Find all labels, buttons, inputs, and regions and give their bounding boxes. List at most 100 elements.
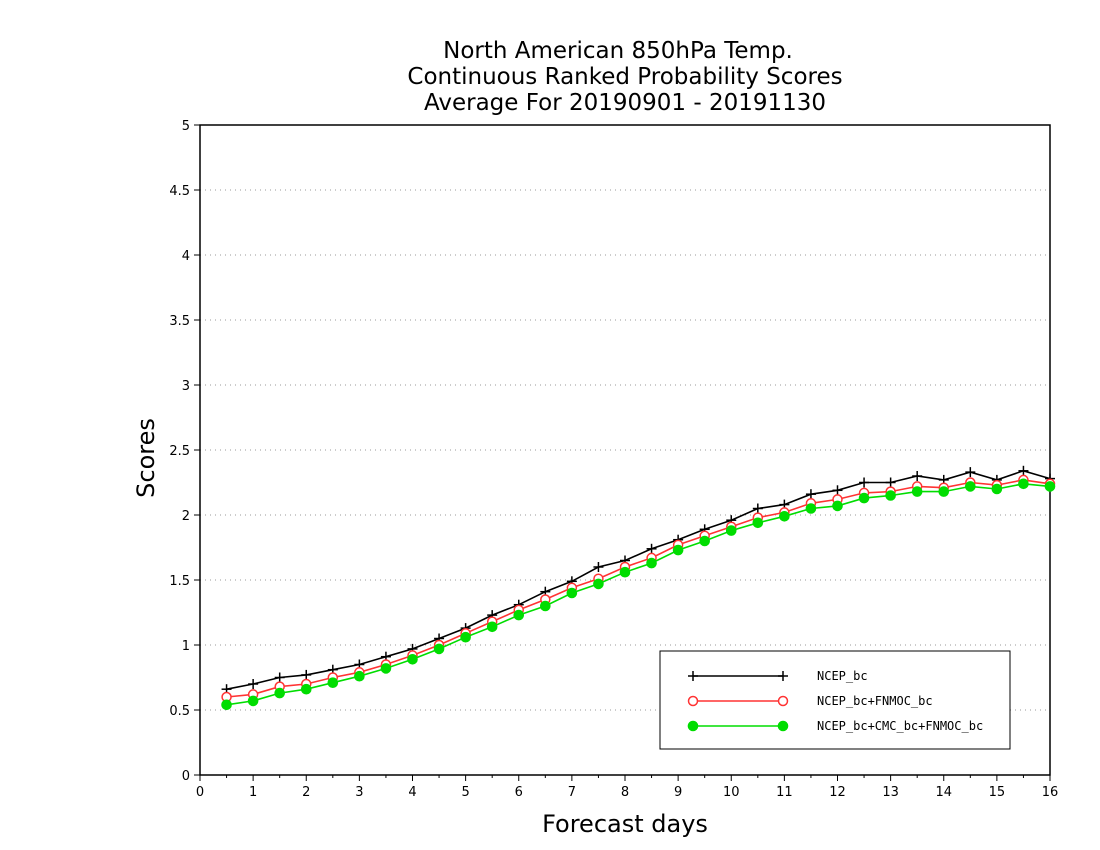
x-tick-label: 5 (461, 785, 469, 800)
x-tick-label: 0 (196, 785, 204, 800)
data-point (460, 631, 471, 643)
y-tick-label: 2 (182, 509, 190, 524)
chart-title-line-2: Continuous Ranked Probability Scores (407, 64, 842, 90)
y-tick-label: 3 (182, 379, 190, 394)
series-1 (221, 465, 1055, 695)
data-point (832, 485, 843, 496)
data-point (486, 621, 498, 633)
y-tick-label: 0 (182, 769, 190, 784)
y-tick-label: 2.5 (169, 444, 190, 459)
series-3 (221, 478, 1056, 711)
data-point (725, 525, 737, 536)
data-point (540, 600, 551, 612)
x-tick-label: 8 (621, 785, 629, 800)
data-point (248, 679, 259, 689)
data-point (274, 672, 285, 683)
x-axis-label: Forecast days (542, 810, 708, 838)
y-tick-label: 1.5 (169, 574, 190, 589)
data-point (1018, 478, 1029, 490)
data-point (805, 503, 817, 514)
data-point (911, 486, 923, 497)
data-point (593, 562, 604, 572)
x-tick-label: 13 (882, 785, 899, 800)
data-point (274, 687, 285, 699)
y-tick-label: 4.5 (169, 184, 190, 199)
data-point (380, 663, 392, 674)
legend-entry-2: NCEP_bc+FNMOC_bc (687, 694, 933, 708)
x-tick-label: 9 (674, 785, 682, 800)
data-point (885, 490, 896, 501)
data-point (566, 587, 578, 599)
data-point (301, 669, 312, 680)
data-point (646, 557, 657, 569)
x-tick-label: 6 (515, 785, 523, 800)
data-point (699, 535, 710, 547)
data-point (885, 477, 896, 488)
y-tick-label: 3.5 (169, 314, 190, 329)
series-layer (221, 465, 1056, 711)
data-point (991, 483, 1003, 495)
x-tick-label: 2 (302, 785, 310, 800)
series-line (226, 469, 1051, 690)
legend-label: NCEP_bc (817, 669, 868, 683)
x-tick-label: 16 (1042, 785, 1059, 800)
legend-entry-3: NCEP_bc+CMC_bc+FNMOC_bc (687, 719, 983, 733)
data-point (354, 670, 365, 682)
legend-marker (688, 671, 698, 681)
data-point (752, 503, 763, 514)
data-point (433, 643, 445, 655)
data-point (779, 511, 790, 522)
x-tick-label: 7 (568, 785, 576, 800)
data-point (247, 695, 259, 707)
x-tick-label: 4 (408, 785, 416, 800)
x-tick-label: 14 (935, 785, 952, 800)
y-tick-label: 1 (182, 639, 190, 654)
legend-marker (778, 671, 788, 681)
x-tick-label: 10 (723, 785, 740, 800)
data-point (832, 500, 843, 512)
data-point (407, 654, 418, 665)
legend: NCEP_bc NCEP_bc+FNMOC_bc NCEP_bc+CMC_bc+FN… (659, 650, 1011, 750)
y-axis-label: Scores (132, 418, 160, 498)
legend-marker (687, 720, 699, 732)
y-tick-label: 4 (182, 249, 190, 264)
legend-label: NCEP_bc+FNMOC_bc (817, 694, 933, 708)
legend-label: NCEP_bc+CMC_bc+FNMOC_bc (817, 719, 983, 733)
legend-box (659, 650, 1011, 750)
data-point (965, 467, 976, 478)
x-tick-label: 1 (249, 785, 257, 800)
data-point (858, 492, 870, 504)
data-point (912, 471, 923, 481)
data-point (619, 566, 631, 578)
legend-marker (687, 695, 699, 707)
data-point (1018, 465, 1029, 476)
data-point (593, 578, 604, 590)
data-point (805, 489, 816, 500)
chart-title: North American 850hPa Temp. Continuous R… (407, 38, 842, 116)
legend-entry-1: NCEP_bc (688, 669, 868, 683)
data-point (965, 481, 976, 492)
data-point (646, 543, 657, 554)
data-point (859, 477, 870, 488)
data-point (752, 517, 764, 529)
data-point (327, 677, 339, 689)
legend-marker (777, 695, 789, 707)
x-tick-label: 3 (355, 785, 363, 800)
chart-title-line-1: North American 850hPa Temp. (443, 38, 793, 64)
y-tick-label: 5 (182, 119, 190, 134)
chart-title-line-3: Average For 20190901 - 20191130 (424, 90, 826, 116)
data-point (672, 544, 684, 556)
y-axis: 0 0.5 1 1.5 2 2.5 3 3.5 4 4.5 5 (169, 119, 200, 784)
data-point (513, 609, 525, 621)
x-tick-label: 11 (776, 785, 793, 800)
data-point (300, 683, 312, 695)
grid (200, 189, 1050, 711)
x-axis: 0 1 2 3 4 5 6 7 8 9 10 11 12 13 14 15 16 (196, 775, 1058, 800)
data-point (1044, 481, 1056, 492)
legend-marker (777, 720, 789, 732)
data-point (938, 486, 950, 497)
y-tick-label: 0.5 (169, 704, 190, 719)
x-tick-label: 12 (829, 785, 846, 800)
data-point (221, 699, 232, 711)
